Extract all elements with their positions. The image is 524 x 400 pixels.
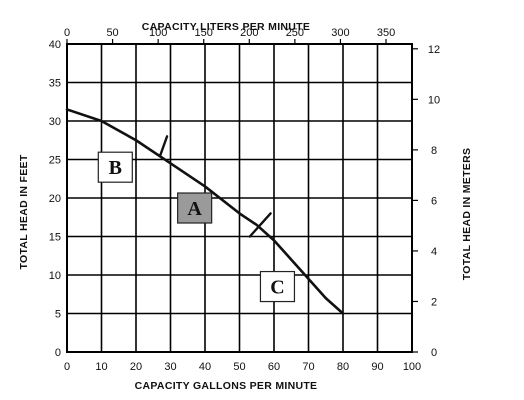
x2-tick-label: 100 xyxy=(149,27,167,39)
axis-ticks xyxy=(66,39,418,353)
x2-tick-label: 250 xyxy=(286,27,304,39)
y2-tick-label: 2 xyxy=(431,296,437,308)
y-tick-label: 20 xyxy=(49,193,61,205)
y2-tick-label: 4 xyxy=(431,246,437,258)
x2-tick-label: 200 xyxy=(240,27,258,39)
region-a: A xyxy=(177,192,213,224)
y-tick-label: 5 xyxy=(55,309,61,321)
x-tick-label: 50 xyxy=(233,361,245,373)
series xyxy=(65,108,345,315)
x-tick-label: 20 xyxy=(130,361,142,373)
y2-tick-label: 6 xyxy=(431,195,437,207)
x2-tick-label: 50 xyxy=(106,27,118,39)
y-tick-label: 10 xyxy=(49,270,61,282)
y2-tick-label: 8 xyxy=(431,145,437,157)
grid xyxy=(66,43,413,353)
region-letter: B xyxy=(109,157,122,179)
x-tick-label: 60 xyxy=(268,361,280,373)
x2-tick-label: 300 xyxy=(331,27,349,39)
y-tick-label: 25 xyxy=(49,155,61,167)
x-tick-label: 100 xyxy=(403,361,421,373)
region-box xyxy=(259,270,296,303)
region-c: C xyxy=(259,270,296,303)
x2-axis-title: CAPACITY LITERS PER MINUTE xyxy=(142,21,310,33)
x2-tick-label: 0 xyxy=(64,27,70,39)
region-letter: C xyxy=(270,277,284,299)
x-tick-label: 10 xyxy=(95,361,107,373)
range-marker xyxy=(158,135,169,157)
y-tick-label: 30 xyxy=(49,116,61,128)
plot-frame xyxy=(66,43,413,353)
x-tick-label: 70 xyxy=(302,361,314,373)
x-tick-label: 80 xyxy=(337,361,349,373)
x-tick-label: 30 xyxy=(164,361,176,373)
y2-tick-label: 10 xyxy=(428,94,440,106)
y-axis-title: TOTAL HEAD IN FEET xyxy=(18,154,30,269)
y-tick-label: 15 xyxy=(49,232,61,244)
region-letter: A xyxy=(187,198,202,220)
y2-tick-label: 0 xyxy=(431,347,437,359)
y2-axis-title: TOTAL HEAD IN METERS xyxy=(461,148,473,281)
x-tick-label: 40 xyxy=(199,361,211,373)
x-tick-label: 90 xyxy=(371,361,383,373)
region-b: B xyxy=(97,151,133,183)
region-box xyxy=(97,151,133,183)
performance-curve xyxy=(65,108,345,315)
x-tick-label: 0 xyxy=(64,361,70,373)
y-tick-label: 0 xyxy=(55,347,61,359)
x-axis-title: CAPACITY GALLONS PER MINUTE xyxy=(135,380,318,392)
region-labels: A B C xyxy=(97,151,296,303)
x2-tick-label: 150 xyxy=(195,27,213,39)
region-box xyxy=(177,192,213,224)
y2-tick-label: 12 xyxy=(428,44,440,56)
x2-tick-label: 350 xyxy=(377,27,395,39)
y-tick-label: 35 xyxy=(49,78,61,90)
y-tick-label: 40 xyxy=(49,39,61,51)
range-marker xyxy=(248,212,272,238)
